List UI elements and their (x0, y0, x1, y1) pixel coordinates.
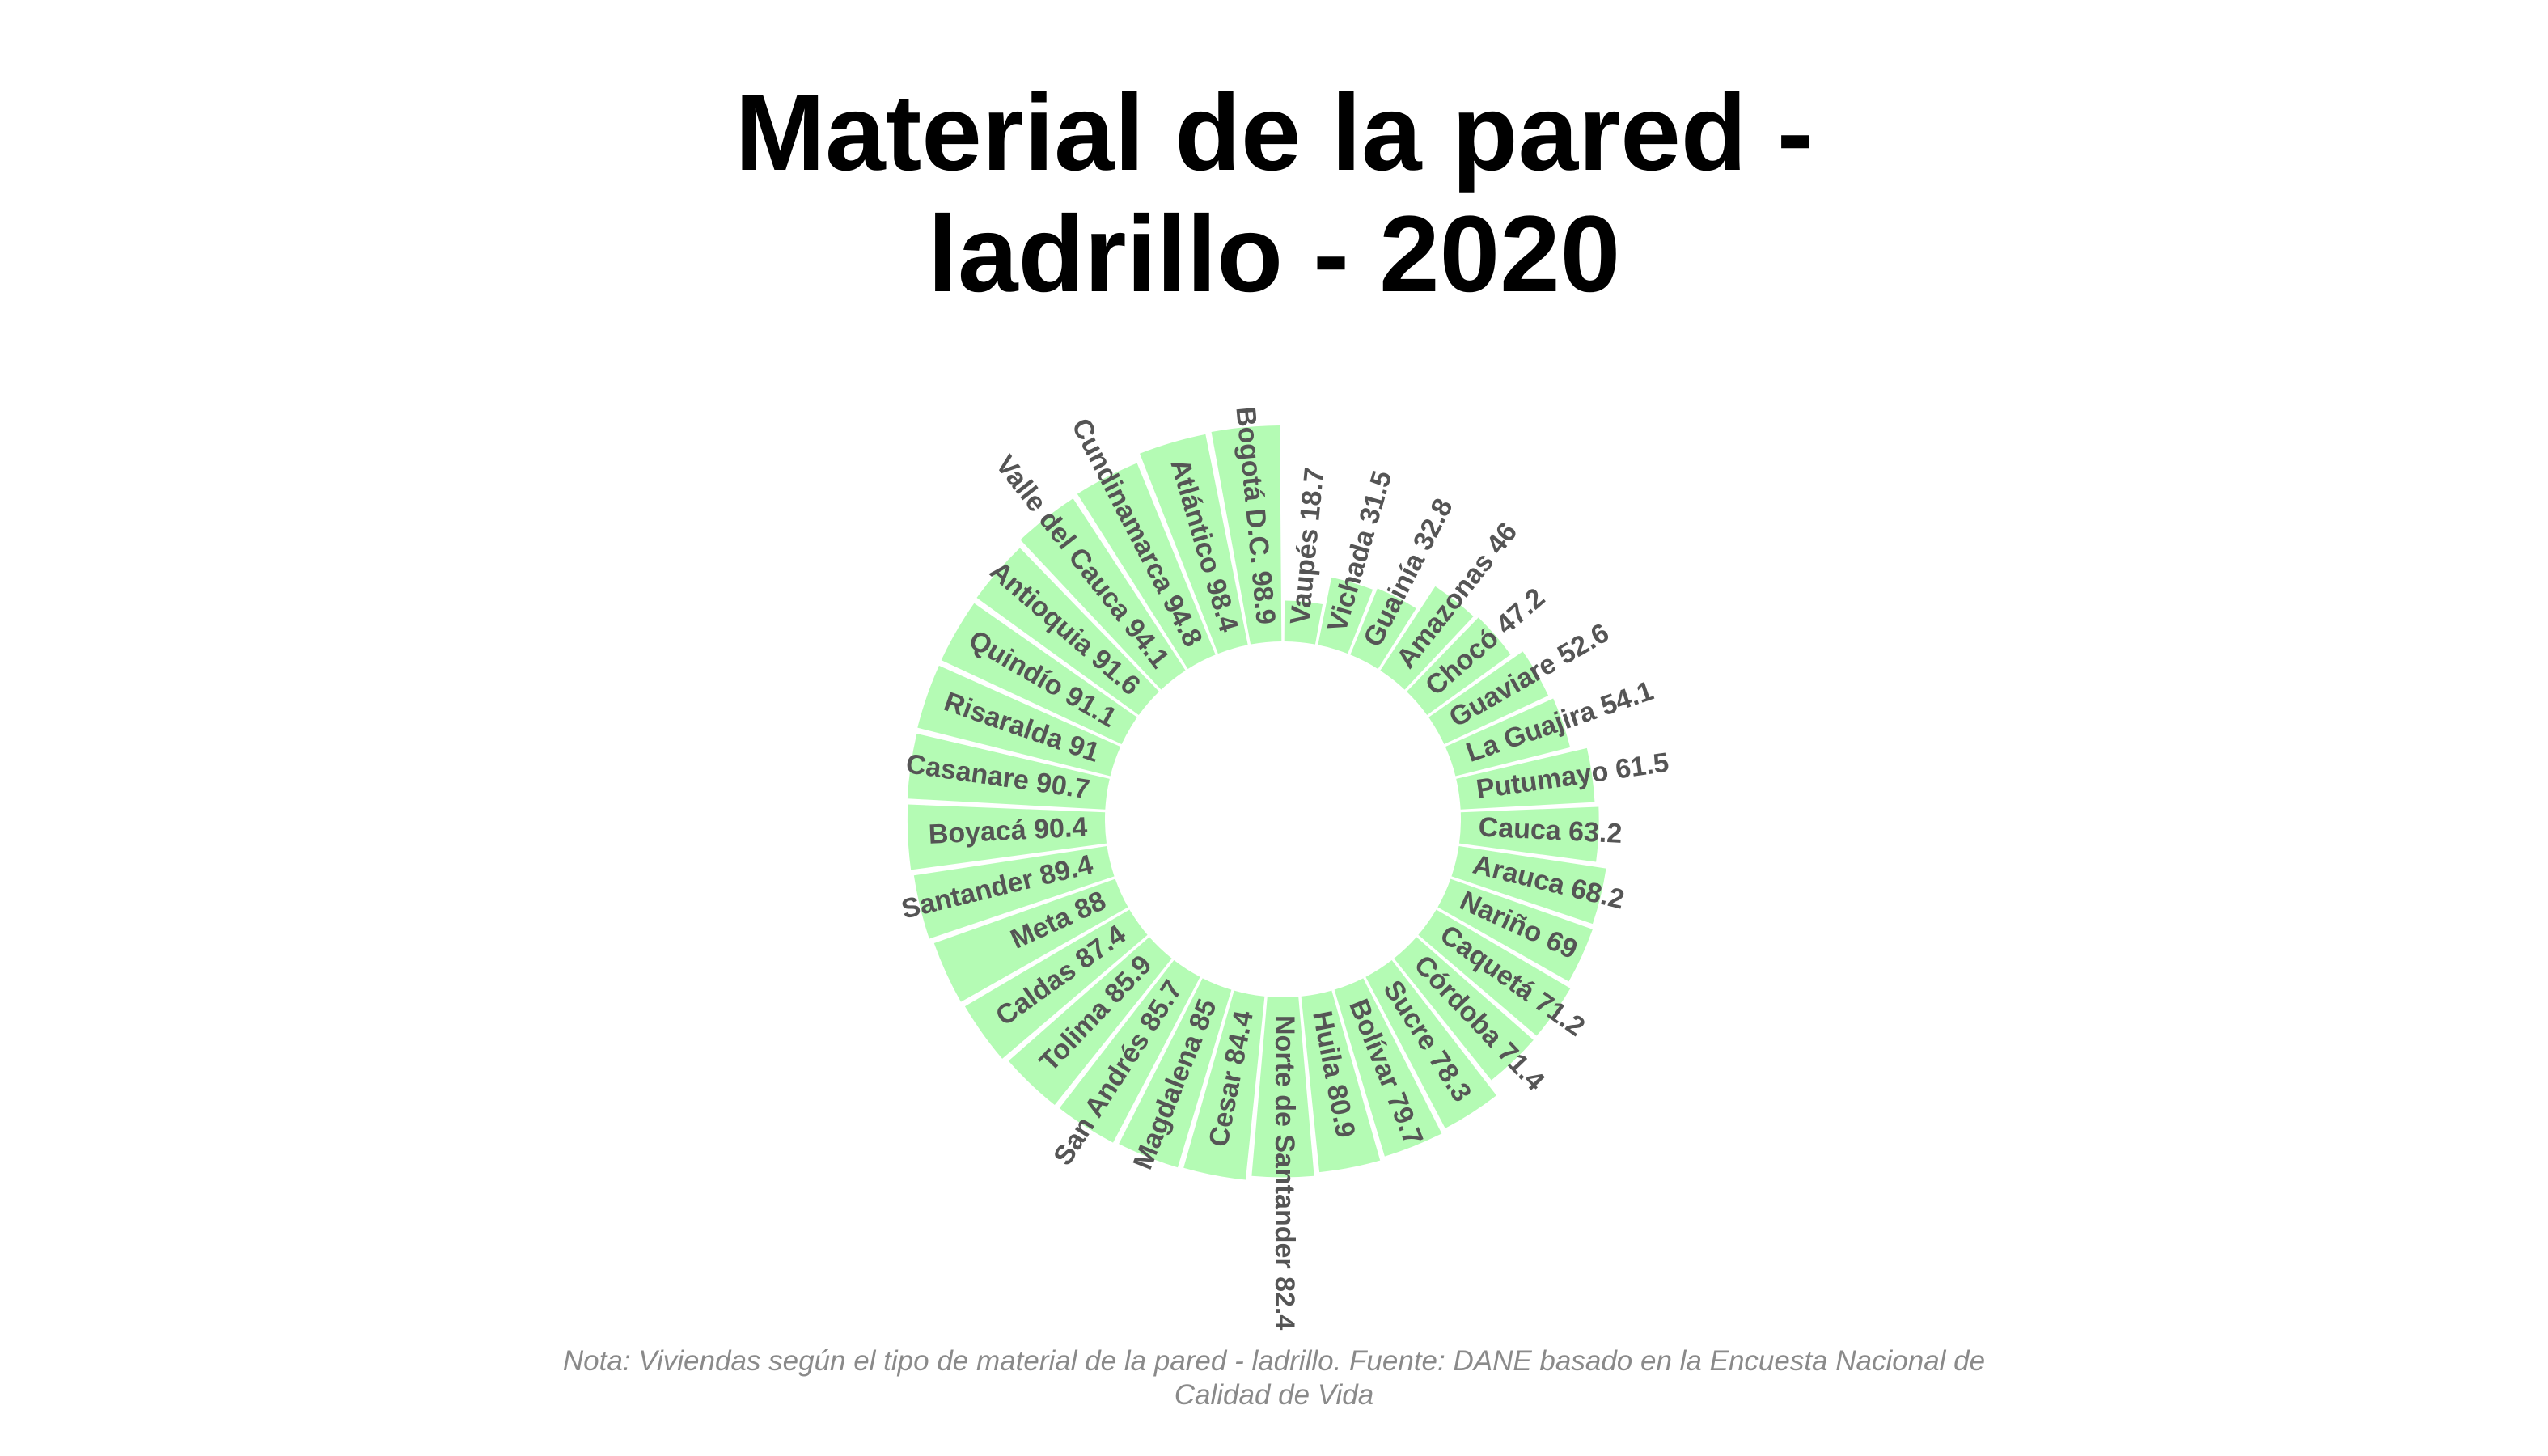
bar-12 (1394, 937, 1534, 1081)
bar-16 (1251, 997, 1314, 1178)
bar-10 (1437, 878, 1593, 982)
bar-22 (933, 878, 1128, 1002)
bar-11 (1418, 909, 1571, 1036)
bar-13 (1365, 959, 1497, 1128)
bar-2 (1350, 588, 1416, 669)
bar-label-0: Vaupés 18.7 (1285, 466, 1330, 625)
bar-1 (1318, 577, 1373, 654)
bar-30 (1077, 463, 1216, 669)
bar-29 (1020, 498, 1186, 690)
bar-26 (917, 665, 1121, 777)
bar-31 (1140, 434, 1248, 654)
bar-32 (1211, 425, 1282, 645)
bar-24 (907, 804, 1107, 870)
chart-note: Nota: Viviendas según el tipo de materia… (562, 1345, 1986, 1411)
bar-9 (1451, 846, 1606, 925)
bar-17 (1183, 990, 1265, 1180)
bar-8 (1458, 806, 1599, 862)
bar-label-8: Cauca 63.2 (1478, 812, 1623, 849)
bar-7 (1456, 747, 1595, 810)
bar-19 (1059, 959, 1200, 1143)
bars-group (907, 425, 1606, 1180)
bar-15 (1301, 990, 1381, 1173)
bar-6 (1445, 698, 1571, 777)
bar-14 (1334, 978, 1442, 1157)
bar-27 (941, 603, 1137, 745)
bar-label-24: Boyacá 90.4 (928, 812, 1088, 850)
bar-20 (1008, 937, 1172, 1106)
bar-18 (1119, 978, 1232, 1168)
bar-25 (907, 733, 1110, 810)
chart-title: Material de la pared - ladrillo - 2020 (0, 73, 2548, 315)
bar-23 (913, 846, 1115, 939)
bar-21 (964, 909, 1148, 1059)
chart-title-line1: Material de la pared - (734, 73, 1814, 193)
bar-4 (1407, 617, 1511, 715)
bar-0 (1284, 600, 1323, 645)
bar-28 (976, 548, 1159, 715)
bar-5 (1428, 651, 1549, 745)
bar-label-16: Norte de Santander 82.4 (1269, 1015, 1300, 1330)
chart-title-line2: ladrillo - 2020 (927, 194, 1621, 315)
bar-3 (1380, 586, 1474, 690)
